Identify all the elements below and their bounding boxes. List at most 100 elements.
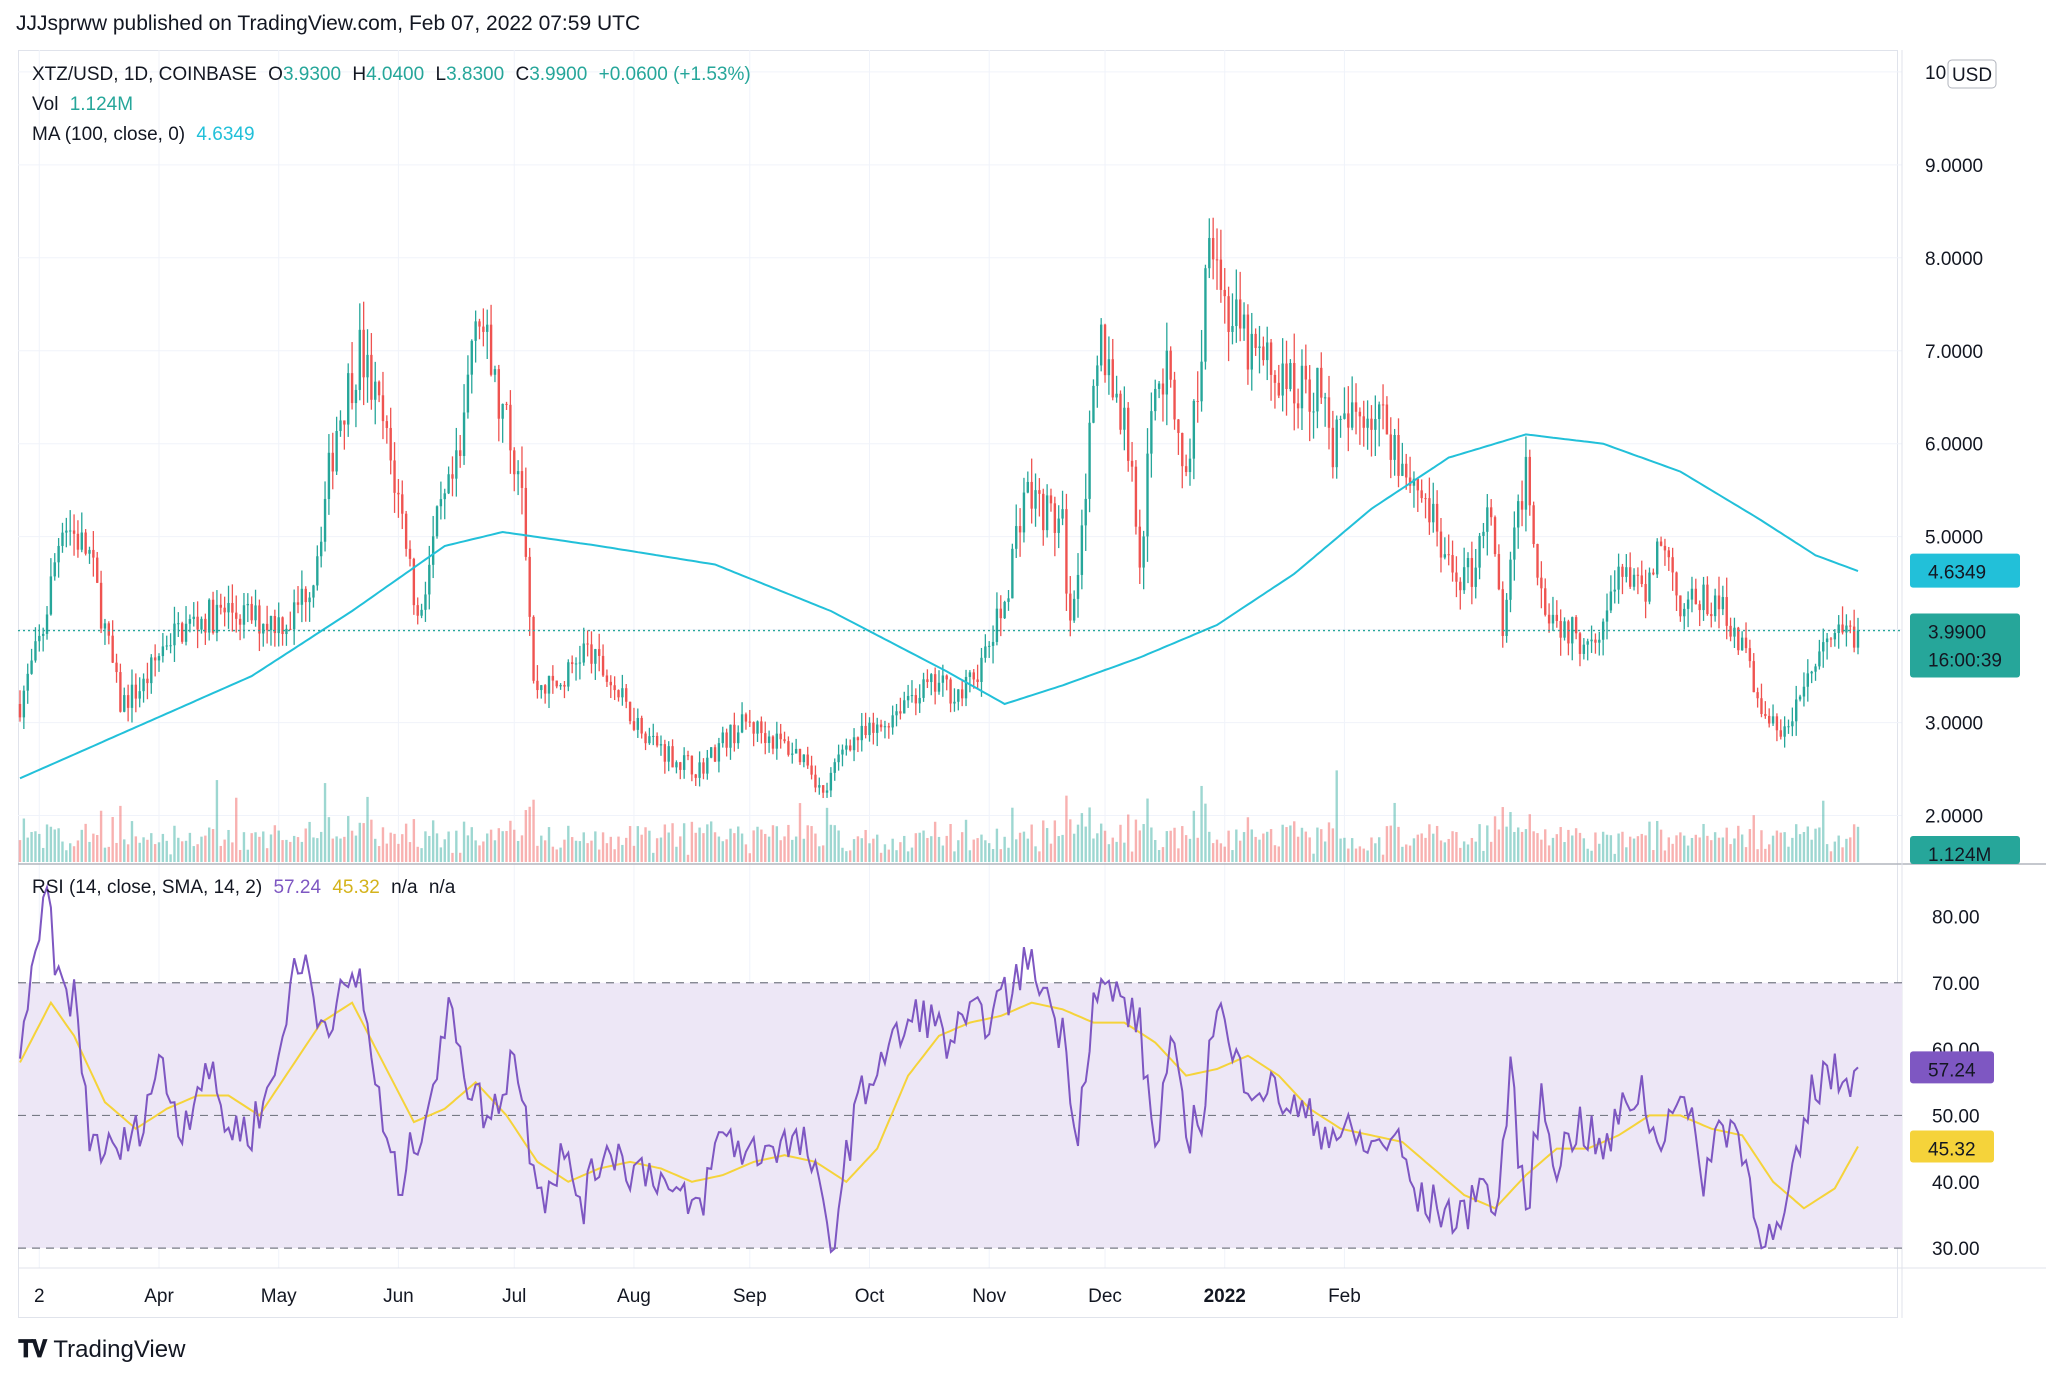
candle-body (92, 549, 95, 558)
volume-bar (1389, 825, 1392, 862)
volume-bar (1814, 828, 1817, 862)
volume-bar (1586, 848, 1589, 862)
volume-bar (628, 826, 632, 862)
volume-bar (69, 843, 72, 862)
candle-body (918, 697, 921, 704)
candle-body (721, 732, 724, 744)
candle-body (470, 340, 473, 375)
candle-body (1053, 503, 1057, 533)
candle-body (725, 732, 728, 748)
legend-rsi-sma-value: 45.32 (332, 877, 380, 898)
volume-bar (1737, 825, 1740, 862)
volume-bar (505, 830, 508, 862)
candle-body (1015, 526, 1018, 549)
candle-body (1493, 517, 1497, 555)
volume-layer (18, 770, 1860, 862)
volume-bar (1571, 835, 1574, 862)
volume-bar (292, 835, 296, 862)
volume-bar (1729, 844, 1732, 862)
candle-body (957, 689, 960, 702)
volume-bar (1250, 829, 1253, 862)
candle-body (1822, 642, 1825, 652)
price-tick-label: 2.0000 (1925, 807, 1983, 828)
candle-body (1435, 503, 1439, 532)
volume-bar (586, 843, 589, 862)
candle-body (1466, 558, 1470, 568)
volume-bar (1706, 835, 1709, 862)
volume-bar (204, 835, 207, 862)
volume-bar (1482, 850, 1485, 862)
volume-bar (300, 841, 304, 862)
volume-bar (744, 844, 748, 862)
candle-body (1694, 588, 1698, 605)
candle-body (1559, 620, 1562, 638)
candle-body (308, 597, 311, 603)
volume-bar (1493, 816, 1497, 862)
candle-body (1536, 544, 1539, 578)
tradingview-logo[interactable]: 𝐓𝐕 TradingView (18, 1336, 185, 1364)
volume-bar (532, 799, 535, 862)
volume-bar (659, 837, 663, 862)
candle-body (1582, 644, 1586, 654)
candle-body (1825, 638, 1829, 643)
price-badge-text: 16:00:39 (1928, 651, 2002, 672)
candle-body (984, 646, 987, 658)
volume-bar (594, 831, 597, 862)
volume-bar (404, 823, 408, 862)
candle-body (45, 614, 49, 634)
volume-bar (482, 841, 485, 862)
volume-bar (1671, 843, 1674, 862)
volume-bar (887, 849, 890, 862)
candle-body (879, 724, 883, 728)
candle-body (1721, 597, 1725, 610)
volume-bar (1397, 826, 1400, 862)
candle-body (1517, 501, 1520, 528)
volume-bar (1636, 836, 1640, 862)
volume-bar (1764, 848, 1767, 862)
candle-body (903, 700, 906, 714)
candle-body (196, 616, 199, 630)
volume-bar (265, 848, 269, 862)
candle-body (1462, 567, 1466, 591)
candle-body (872, 722, 875, 733)
legend-ohlc: XTZ/USD, 1D, COINBASE O3.9300 H4.0400 L3… (32, 64, 757, 86)
candle-body (717, 743, 721, 762)
volume-bar (1795, 824, 1798, 862)
volume-bar (169, 854, 172, 862)
volume-bar (1675, 835, 1678, 862)
volume-bar (1798, 834, 1802, 862)
candle-body (1196, 400, 1199, 402)
candle-body (1740, 637, 1744, 651)
volume-bar (559, 847, 562, 862)
candle-body (1459, 581, 1462, 591)
volume-bar (926, 837, 929, 862)
candle-body (1138, 526, 1141, 568)
candle-body (1578, 633, 1582, 654)
volume-bar (1192, 810, 1196, 862)
rsi-tick-label: 80.00 (1932, 907, 1980, 928)
volume-bar (864, 829, 867, 862)
candle-body (204, 618, 207, 633)
volume-bar (1405, 844, 1408, 862)
candle-body (1443, 554, 1447, 558)
volume-bar (381, 827, 385, 862)
candle-body (1795, 699, 1798, 722)
volume-bar (489, 829, 493, 862)
candle-body (350, 373, 354, 404)
price-tick-label: 8.0000 (1925, 249, 1983, 270)
candle-body (1285, 363, 1288, 389)
legend-vol-label: Vol (32, 94, 59, 115)
candle-body (1296, 403, 1300, 409)
legend-rsi-na-1: n/a (391, 877, 418, 898)
candle-body (632, 721, 636, 730)
volume-bar (1007, 847, 1010, 862)
volume-bar (1366, 850, 1369, 862)
chart-frame[interactable] (18, 50, 1898, 1318)
volume-bar (582, 832, 585, 862)
candle-body (1045, 495, 1049, 531)
volume-bar (1594, 832, 1597, 862)
candle-body (18, 703, 22, 718)
volume-bar (1254, 836, 1257, 862)
candle-body (103, 623, 107, 629)
